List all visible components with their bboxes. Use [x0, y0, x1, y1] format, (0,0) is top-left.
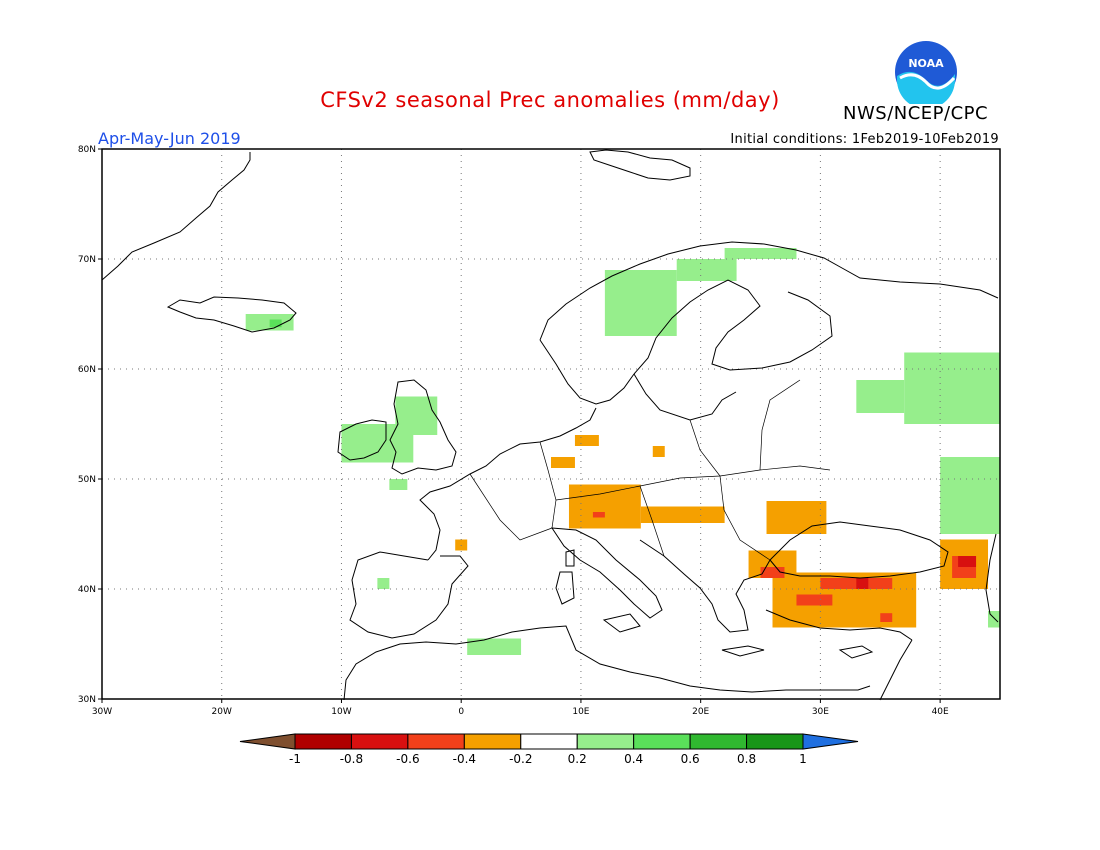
- tick-label-lat: 60N: [78, 365, 96, 375]
- logo-text: NOAA: [908, 57, 944, 70]
- anomaly-cell: [904, 352, 1000, 424]
- anomaly-cells: [245, 248, 1000, 655]
- colorbar-high-arrow: [802, 733, 859, 750]
- anomaly-cell: [574, 435, 599, 446]
- anomaly-cell: [640, 506, 725, 523]
- tick-label-lat: 40N: [78, 585, 96, 595]
- colorbar-label: -0.8: [340, 752, 363, 766]
- colorbar-swatch: [350, 733, 409, 750]
- anomaly-cell: [958, 556, 977, 567]
- colorbar: -1 -0.8 -0.6 -0.4 -0.2 0.2 0.4 0.6 0.8 1: [239, 733, 859, 766]
- colorbar-swatch: [463, 733, 522, 750]
- colorbar-label: -0.2: [509, 752, 532, 766]
- anomaly-cell: [652, 446, 665, 457]
- anomaly-cell: [604, 270, 677, 336]
- anomaly-cell: [796, 594, 833, 606]
- colorbar-swatch: [689, 733, 748, 750]
- anomaly-cell: [760, 567, 785, 578]
- anomaly-cell: [856, 380, 905, 413]
- tick-label-lon: 20E: [692, 707, 709, 717]
- tick-label-lon: 10W: [331, 707, 351, 717]
- colorbar-swatch: [576, 733, 635, 750]
- anomaly-cell: [568, 484, 641, 529]
- tick-label-lat: 30N: [78, 695, 96, 705]
- season-label: Apr-May-Jun 2019: [98, 129, 241, 148]
- tick-label-lat: 50N: [78, 475, 96, 485]
- tick-label-lat: 70N: [78, 255, 96, 265]
- colorbar-swatch: [294, 733, 352, 750]
- colorbar-label: 0.2: [568, 752, 587, 766]
- colorbar-swatch: [746, 733, 804, 750]
- colorbar-label: 0.8: [737, 752, 756, 766]
- anomaly-cell: [389, 479, 408, 490]
- anomaly-cell: [940, 457, 1000, 534]
- coastlines: [101, 149, 999, 701]
- tick-label-lat: 80N: [78, 145, 96, 155]
- tick-label-lon: 30E: [812, 707, 829, 717]
- axis-ticks: 30W 20W 10W 0 10E 20E 30E 40E 30N 40N 50N 60N 70N 80N: [78, 145, 949, 717]
- tick-label-lon: 0: [458, 707, 464, 717]
- colorbar-label: -0.6: [396, 752, 419, 766]
- anomaly-cell: [676, 259, 737, 281]
- map-frame: [101, 148, 1001, 700]
- colorbar-label: 1: [799, 752, 807, 766]
- tick-label-lon: 30W: [92, 707, 112, 717]
- tick-label-lon: 10E: [572, 707, 589, 717]
- colorbar-label: -1: [289, 752, 301, 766]
- anomaly-cell: [880, 613, 893, 622]
- anomaly-cell: [467, 638, 522, 655]
- anomaly-cell: [377, 578, 390, 589]
- anomaly-cell: [551, 457, 575, 468]
- tick-label-lon: 40E: [932, 707, 949, 717]
- anomaly-cell: [988, 611, 1000, 628]
- colorbar-label: -0.4: [453, 752, 476, 766]
- anomaly-cell: [724, 248, 797, 259]
- initial-conditions-label: Initial conditions: 1Feb2019-10Feb2019: [730, 132, 999, 147]
- colorbar-low-arrow: [239, 733, 296, 750]
- anomaly-cell: [766, 501, 827, 534]
- noaa-logo-icon: NOAA: [895, 41, 957, 104]
- anomaly-cell: [592, 512, 605, 518]
- colorbar-swatch: [407, 733, 465, 750]
- anomaly-cell: [395, 396, 438, 435]
- org-label: NWS/NCEP/CPC: [843, 103, 989, 124]
- anomaly-cell: [856, 578, 869, 589]
- colorbar-swatch: [633, 733, 691, 750]
- tick-label-lon: 20W: [212, 707, 232, 717]
- colorbar-label: 0.6: [681, 752, 700, 766]
- colorbar-label: 0.4: [624, 752, 643, 766]
- map-title: CFSv2 seasonal Prec anomalies (mm/day): [320, 88, 780, 112]
- anomaly-cell: [269, 319, 282, 328]
- colorbar-swatch: [520, 733, 578, 750]
